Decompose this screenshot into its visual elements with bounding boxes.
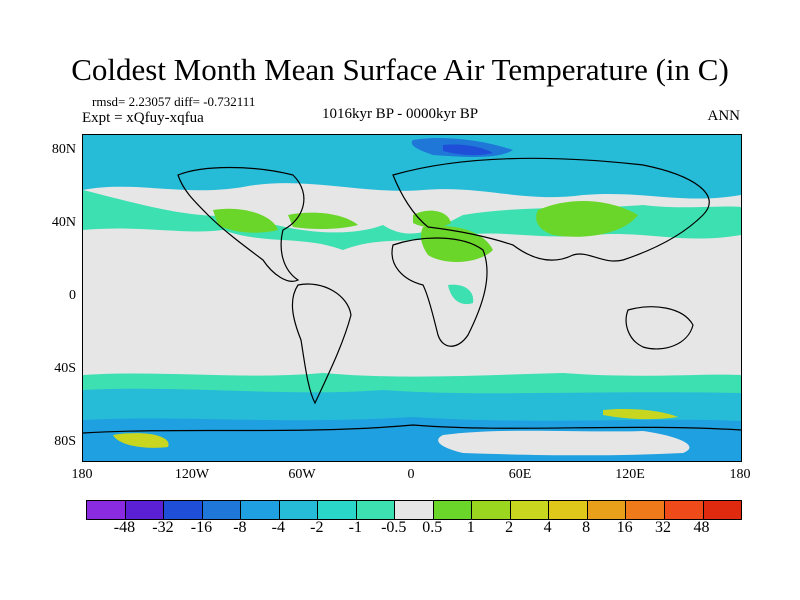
colorbar-swatch — [318, 501, 357, 519]
lon-tick-180w: 180 — [71, 467, 93, 482]
europe-warm-patch — [413, 210, 451, 228]
lon-tick-120w: 120W — [174, 467, 210, 482]
colorbar-swatch — [510, 501, 550, 519]
colorbar-label: -4 — [271, 519, 285, 536]
southern-cool-band — [83, 388, 741, 425]
lat-tick-80n: 80N — [51, 142, 76, 157]
colorbar-swatch — [472, 501, 511, 519]
antarctic-warm-patch-east — [603, 408, 678, 420]
north-america-outline — [177, 166, 305, 282]
colorbar-label: 8 — [582, 519, 591, 536]
colorbar-swatch — [549, 501, 588, 519]
colorbar-swatch — [664, 501, 704, 519]
lat-tick-40n: 40N — [51, 215, 76, 230]
south-america-outline — [291, 283, 352, 405]
colorbar — [86, 500, 742, 520]
lon-tick-180e: 180 — [729, 467, 751, 482]
colorbar-label: 32 — [655, 519, 672, 536]
north-america-warm-patch — [213, 208, 278, 233]
colorbar-label: 1 — [466, 519, 475, 536]
australia-outline — [625, 306, 694, 350]
lon-tick-60e: 60E — [508, 467, 532, 482]
colorbar-swatch — [164, 501, 203, 519]
stats-label: rmsd= 2.23057 diff= -0.732111 — [92, 94, 256, 109]
lon-tick-60w: 60W — [288, 467, 316, 482]
arctic-cool-band — [83, 135, 741, 199]
eurasia-outline — [392, 157, 710, 262]
lat-tick-0: 0 — [69, 288, 76, 303]
colorbar-swatch — [202, 501, 242, 519]
antarctic-warm-patch-west — [113, 433, 169, 448]
map-field — [83, 135, 741, 461]
arctic-coldest-patch — [443, 144, 493, 156]
colorbar-swatch — [433, 501, 473, 519]
colorbar-label: -2 — [310, 519, 324, 536]
lat-tick-40s: 40S — [54, 361, 76, 376]
colorbar-swatch — [395, 501, 434, 519]
eurasia-warm-patch — [536, 200, 638, 237]
period-label: 1016kyr BP - 0000kyr BP — [321, 106, 479, 122]
experiment-label: Expt = xQfuy-xqfua — [82, 110, 204, 126]
colorbar-swatch — [703, 501, 742, 519]
colorbar-label: 16 — [616, 519, 633, 536]
colorbar-swatch — [241, 501, 280, 519]
lat-tick-80s: 80S — [54, 434, 76, 449]
season-label: ANN — [707, 108, 741, 124]
lon-tick-0: 0 — [407, 467, 415, 482]
colorbar-label: -0.5 — [381, 519, 407, 536]
colorbar-swatch — [125, 501, 165, 519]
plot-title: Coldest Month Mean Surface Air Temperatu… — [71, 52, 729, 87]
antarctica-outline — [83, 424, 741, 434]
colorbar-label: -32 — [152, 519, 174, 536]
colorbar-label: -48 — [113, 519, 136, 536]
colorbar-swatch — [356, 501, 396, 519]
antarctic-neutral-patch — [438, 430, 690, 456]
colorbar-label: 48 — [693, 519, 710, 536]
colorbar-label: 4 — [543, 519, 552, 536]
northern-teal-band — [83, 190, 741, 250]
africa-outline — [391, 237, 488, 347]
colorbar-label: -16 — [190, 519, 213, 536]
lon-tick-120e: 120E — [615, 467, 645, 482]
africa-south-patch — [448, 284, 474, 305]
colorbar-swatch — [279, 501, 319, 519]
north-atlantic-warm-patch — [288, 212, 358, 230]
colorbar-label: -1 — [348, 519, 362, 536]
colorbar-swatch — [87, 501, 126, 519]
colorbar-label: 2 — [505, 519, 514, 536]
colorbar-label: 0.5 — [422, 519, 443, 536]
map-panel — [82, 134, 742, 462]
colorbar-swatch — [587, 501, 627, 519]
colorbar-label: -8 — [233, 519, 247, 536]
colorbar-swatch — [626, 501, 665, 519]
